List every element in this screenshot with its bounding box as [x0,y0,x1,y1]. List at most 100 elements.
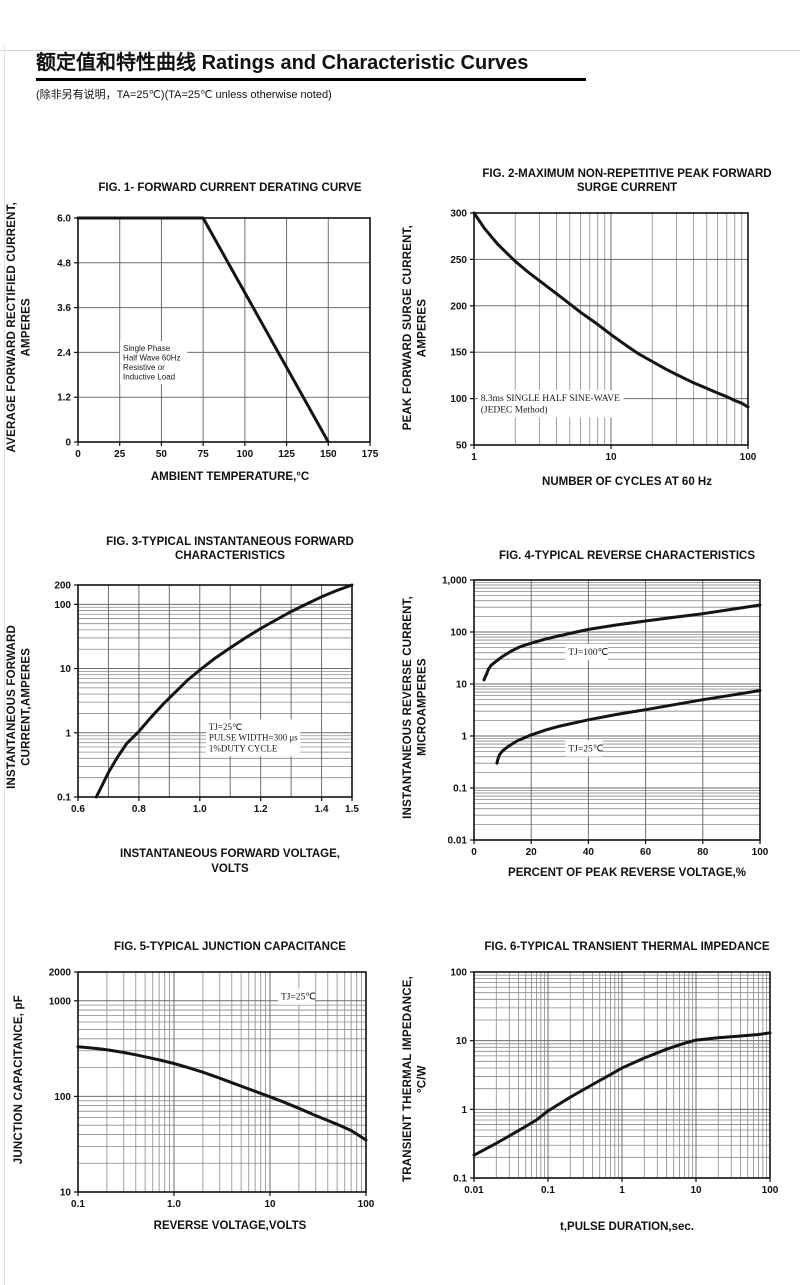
fig4-reverse-characteristics-curve: INSTANTANEOUS REVERSE CURRENT, MICROAMPE… [400,533,798,880]
svg-text:250: 250 [450,255,467,266]
page-title-en: Ratings and Characteristic Curves [201,52,529,74]
svg-text:60: 60 [640,847,652,858]
svg-text:125: 125 [278,449,295,460]
svg-text:75: 75 [198,449,210,460]
svg-text:Half Wave 60Hz: Half Wave 60Hz [123,353,180,362]
svg-text:10: 10 [60,664,72,675]
svg-text:0.01: 0.01 [464,1185,484,1196]
datasheet-page: { "page": { "title_zh": "额定值和特性曲线", "tit… [0,46,800,1285]
fig5-y-axis-label: JUNCTION CAPACITANCE, pF [12,994,25,1165]
page-subtitle: (除非另有说明，TA=25℃)(TA=25℃ unless otherwise … [36,89,332,101]
svg-text:0: 0 [75,449,81,460]
svg-text:100: 100 [740,452,757,463]
fig6-transient-thermal-impedance-curve: TRANSIENT THERMAL IMPEDANCE, °C/W FIG. 6… [400,925,798,1234]
fig2-title: FIG. 2-MAXIMUM NON-REPETITIVE PEAK FORWA… [482,168,772,195]
svg-text:200: 200 [450,301,467,312]
svg-text:50: 50 [456,441,468,452]
svg-text:100: 100 [54,600,71,611]
fig3-x-axis-label: INSTANTANEOUS FORWARD VOLTAGE, VOLTS [120,848,340,875]
svg-text:1.0: 1.0 [193,804,207,815]
svg-text:2.4: 2.4 [57,348,71,359]
svg-text:300: 300 [450,209,467,220]
svg-text:6.0: 6.0 [57,213,71,224]
svg-text:PULSE WIDTH=300 μs: PULSE WIDTH=300 μs [209,733,298,743]
svg-text:1: 1 [461,1105,467,1116]
svg-text:40: 40 [583,847,595,858]
svg-text:0.6: 0.6 [71,804,85,815]
svg-text:Single Phase: Single Phase [123,344,171,353]
fig2-peak-forward-surge-current-curve: PEAK FORWARD SURGE CURRENT, AMPERES FIG.… [400,166,798,489]
svg-text:1: 1 [471,452,477,463]
svg-text:10: 10 [456,680,468,691]
svg-text:1.2: 1.2 [57,392,71,403]
fig3-instantaneous-forward-characteristics-curve: INSTANTANEOUS FORWARD CURRENT,AMPERES FI… [4,533,400,880]
svg-text:100: 100 [752,847,769,858]
fig6-y-axis-label: TRANSIENT THERMAL IMPEDANCE, °C/W [401,976,428,1183]
svg-text:3.6: 3.6 [57,303,71,314]
svg-text:0.8: 0.8 [132,804,146,815]
svg-text:100: 100 [54,1092,71,1103]
svg-text:1.4: 1.4 [315,804,329,815]
fig4-plot-area: 0 20 40 60 80 100 0.01 0.1 1 10 100 1,000 TJ=100℃ TJ=… [442,576,769,859]
svg-text:1.0: 1.0 [167,1199,181,1210]
svg-text:50: 50 [156,449,168,460]
charts-grid: AVERAGE FORWARD RECTIFIED CURRENT, AMPER… [4,166,800,1234]
fig4-x-axis-label: PERCENT OF PEAK REVERSE VOLTAGE,% [508,867,746,880]
svg-text:0.01: 0.01 [448,836,468,847]
svg-text:80: 80 [697,847,709,858]
svg-text:0.1: 0.1 [453,1173,467,1184]
svg-text:1.2: 1.2 [254,804,268,815]
svg-text:2000: 2000 [49,968,72,979]
fig3-y-axis-label: INSTANTANEOUS FORWARD CURRENT,AMPERES [5,625,32,790]
svg-text:0: 0 [65,437,71,448]
fig6-x-axis-label: t,PULSE DURATION,sec. [560,1220,694,1233]
svg-text:100: 100 [450,394,467,405]
svg-text:100: 100 [237,449,254,460]
fig1-plot-area: 0 25 50 75 100 125 150 175 0 1.2 2.4 3.6 4.8 6.0 Singl… [57,213,379,460]
scan-artifact-top-line [0,50,800,51]
fig2-x-axis-label: NUMBER OF CYCLES AT 60 Hz [542,476,712,488]
fig3-title: FIG. 3-TYPICAL INSTANTANEOUS FORWARD CHA… [106,535,354,562]
fig6-title: FIG. 6-TYPICAL TRANSIENT THERMAL IMPEDAN… [484,940,770,953]
svg-text:TJ=25℃: TJ=25℃ [281,993,316,1003]
svg-text:100: 100 [358,1199,375,1210]
svg-text:TJ=25℃: TJ=25℃ [568,745,603,755]
svg-text:0.1: 0.1 [71,1199,85,1210]
svg-text:20: 20 [526,847,538,858]
scan-artifact-left-line [4,46,5,1285]
fig5-junction-capacitance-curve: JUNCTION CAPACITANCE, pF FIG. 5-TYPICAL … [4,925,400,1234]
svg-text:10: 10 [690,1185,702,1196]
svg-text:25: 25 [114,449,126,460]
svg-text:175: 175 [362,449,379,460]
svg-text:10: 10 [264,1199,276,1210]
svg-text:1.5: 1.5 [345,804,359,815]
fig1-forward-current-derating-curve: AVERAGE FORWARD RECTIFIED CURRENT, AMPER… [4,166,400,489]
page-title: 额定值和特性曲线 Ratings and Characteristic Curv… [36,46,587,81]
svg-text:TJ=25℃: TJ=25℃ [209,722,242,732]
svg-text:0.1: 0.1 [57,792,71,803]
svg-text:0.1: 0.1 [453,784,467,795]
svg-text:100: 100 [450,967,467,978]
svg-text:0.1: 0.1 [541,1185,555,1196]
fig5-plot-area: 0.1 1.0 10 100 10 100 1000 2000 TJ=25℃ [49,968,375,1211]
svg-text:Inductive Load: Inductive Load [123,372,175,381]
svg-text:100: 100 [450,628,467,639]
fig3-plot-area: 0.6 0.8 1.0 1.2 1.4 1.5 0.1 1 10 100 200 TJ=25℃PULS… [54,580,359,815]
svg-text:10: 10 [456,1036,468,1047]
fig5-x-axis-label: REVERSE VOLTAGE,VOLTS [153,1220,307,1233]
fig1-title: FIG. 1- FORWARD CURRENT DERATING CURVE [98,182,362,195]
fig1-x-axis-label: AMBIENT TEMPERATURE,°C [150,471,310,484]
svg-text:(JEDEC Method): (JEDEC Method) [481,404,548,415]
svg-text:150: 150 [320,449,337,460]
fig4-title: FIG. 4-TYPICAL REVERSE CHARACTERISTICS [498,549,755,562]
svg-text:1: 1 [619,1185,625,1196]
page-header: 额定值和特性曲线 Ratings and Characteristic Curv… [36,46,800,102]
svg-text:Resistive or: Resistive or [123,363,165,372]
svg-text:1000: 1000 [49,997,72,1008]
svg-text:0: 0 [471,847,477,858]
svg-text:1: 1 [461,732,467,743]
svg-text:1%DUTY CYCLE: 1%DUTY CYCLE [209,743,278,753]
svg-text:TJ=100℃: TJ=100℃ [568,648,608,658]
fig5-title: FIG. 5-TYPICAL JUNCTION CAPACITANCE [114,940,346,953]
